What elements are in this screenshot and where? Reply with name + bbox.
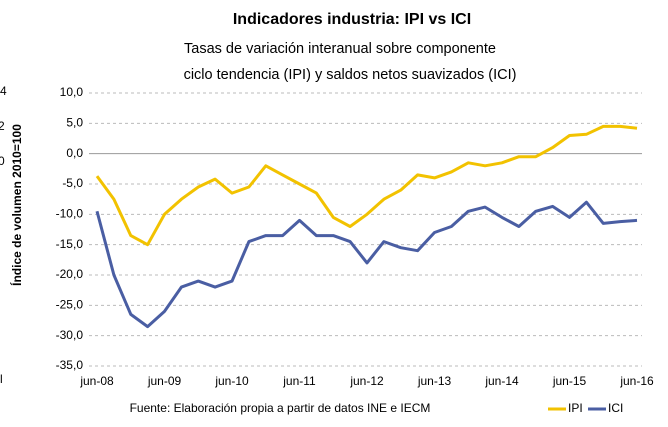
line-series [95,200,638,329]
legend-label: ICI [608,401,623,415]
subtitle: ciclo tendencia (IPI) y saldos netos sua… [184,67,517,83]
y-tick-label: 5,0 [66,116,83,130]
clipped-axis-label: Índice de volumen 2010=100 [9,124,24,286]
legend-label: IPI [568,401,583,415]
x-tick-label: jun-09 [147,374,182,388]
chart-title: Indicadores industria: IPI vs ICI [233,11,471,28]
y-tick-label: 10,0 [60,85,84,99]
x-tick-label: jun-11 [282,374,316,388]
clipped-tick: 4 [0,84,7,98]
x-tick-label: jun-13 [417,374,452,388]
y-tick-label: -10,0 [56,207,84,221]
subtitle: Tasas de variación interanual sobre comp… [184,41,496,57]
y-tick-label: -25,0 [56,298,84,312]
source: Fuente: Elaboración propia a partir de d… [130,401,431,415]
y-tick-label: -15,0 [56,237,84,251]
y-tick-label: -5,0 [62,176,83,190]
x-tick-label: jun-10 [214,374,249,388]
x-tick-label: jun-15 [552,374,587,388]
y-tick-label: -35,0 [56,358,84,372]
x-tick-label: jun-08 [79,374,114,388]
x-tick-label: jun-14 [484,374,519,388]
y-tick-label: 0,0 [66,146,83,160]
clipped-tick: 0 [0,154,5,168]
clipped-tick: 2 [0,119,5,133]
clipped-tick: l [0,372,3,386]
y-tick-label: -30,0 [56,328,84,342]
x-tick-label: jun-16 [619,374,654,388]
x-tick-label: jun-12 [349,374,384,388]
y-tick-label: -20,0 [56,267,84,281]
line-series [95,124,638,247]
